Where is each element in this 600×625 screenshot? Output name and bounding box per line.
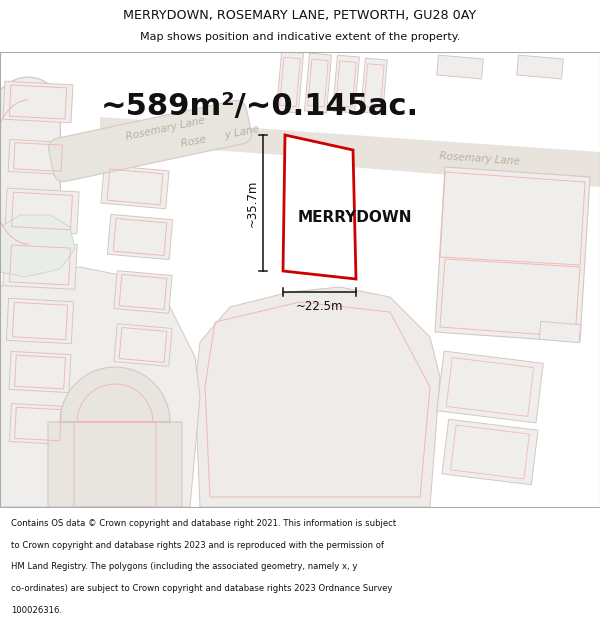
Text: Rosemary Lane: Rosemary Lane [125,116,205,142]
Bar [305,53,331,113]
Text: to Crown copyright and database rights 2023 and is reproduced with the permissio: to Crown copyright and database rights 2… [11,541,384,549]
Text: Contains OS data © Crown copyright and database right 2021. This information is : Contains OS data © Crown copyright and d… [11,519,396,528]
Polygon shape [350,155,600,187]
Bar [114,271,172,313]
Polygon shape [48,367,182,507]
Bar [11,192,73,230]
Text: Rose      y Lane: Rose y Lane [180,124,260,149]
FancyBboxPatch shape [49,101,251,182]
Bar [9,351,71,392]
Bar [107,169,163,205]
Bar [442,419,538,485]
Text: Map shows position and indicative extent of the property.: Map shows position and indicative extent… [140,32,460,43]
Bar [364,64,384,108]
Text: ~589m²/~0.145ac.: ~589m²/~0.145ac. [101,92,419,121]
Bar [5,188,79,234]
Text: 100026316.: 100026316. [11,606,62,615]
Text: ~22.5m: ~22.5m [296,299,343,312]
Bar [3,241,77,289]
Bar [7,298,74,344]
Bar [8,139,68,174]
Bar [107,214,173,259]
Text: co-ordinates) are subject to Crown copyright and database rights 2023 Ordnance S: co-ordinates) are subject to Crown copyr… [11,584,392,593]
Bar [10,245,70,285]
Bar [10,404,67,444]
Text: MERRYDOWN, ROSEMARY LANE, PETWORTH, GU28 0AY: MERRYDOWN, ROSEMARY LANE, PETWORTH, GU28… [124,9,476,22]
Bar [119,328,167,362]
Polygon shape [0,77,61,267]
Bar [280,58,301,107]
Text: Rosemary Lane: Rosemary Lane [439,151,521,167]
Bar [332,55,359,113]
Text: MERRYDOWN: MERRYDOWN [298,209,412,224]
Polygon shape [435,167,590,342]
Bar [451,425,529,479]
Bar [3,81,73,122]
Bar [437,351,543,423]
Bar [437,55,483,79]
Text: HM Land Registry. The polygons (including the associated geometry, namely x, y: HM Land Registry. The polygons (includin… [11,562,357,571]
Bar [14,355,65,389]
Bar [277,51,304,113]
Bar [446,357,533,416]
Text: ~35.7m: ~35.7m [245,179,259,227]
Polygon shape [0,267,200,507]
Bar [119,274,167,309]
Polygon shape [195,287,440,507]
Bar [13,302,68,339]
Bar [14,408,61,441]
Bar [114,324,172,366]
Polygon shape [0,215,75,277]
Bar [101,165,169,209]
Bar [539,321,581,342]
Bar [517,55,563,79]
Bar [10,85,67,119]
Bar [113,219,167,256]
Bar [336,61,356,107]
Polygon shape [100,117,600,177]
Bar [308,59,328,107]
Bar [361,58,388,114]
Bar [14,142,62,171]
Polygon shape [283,135,356,279]
